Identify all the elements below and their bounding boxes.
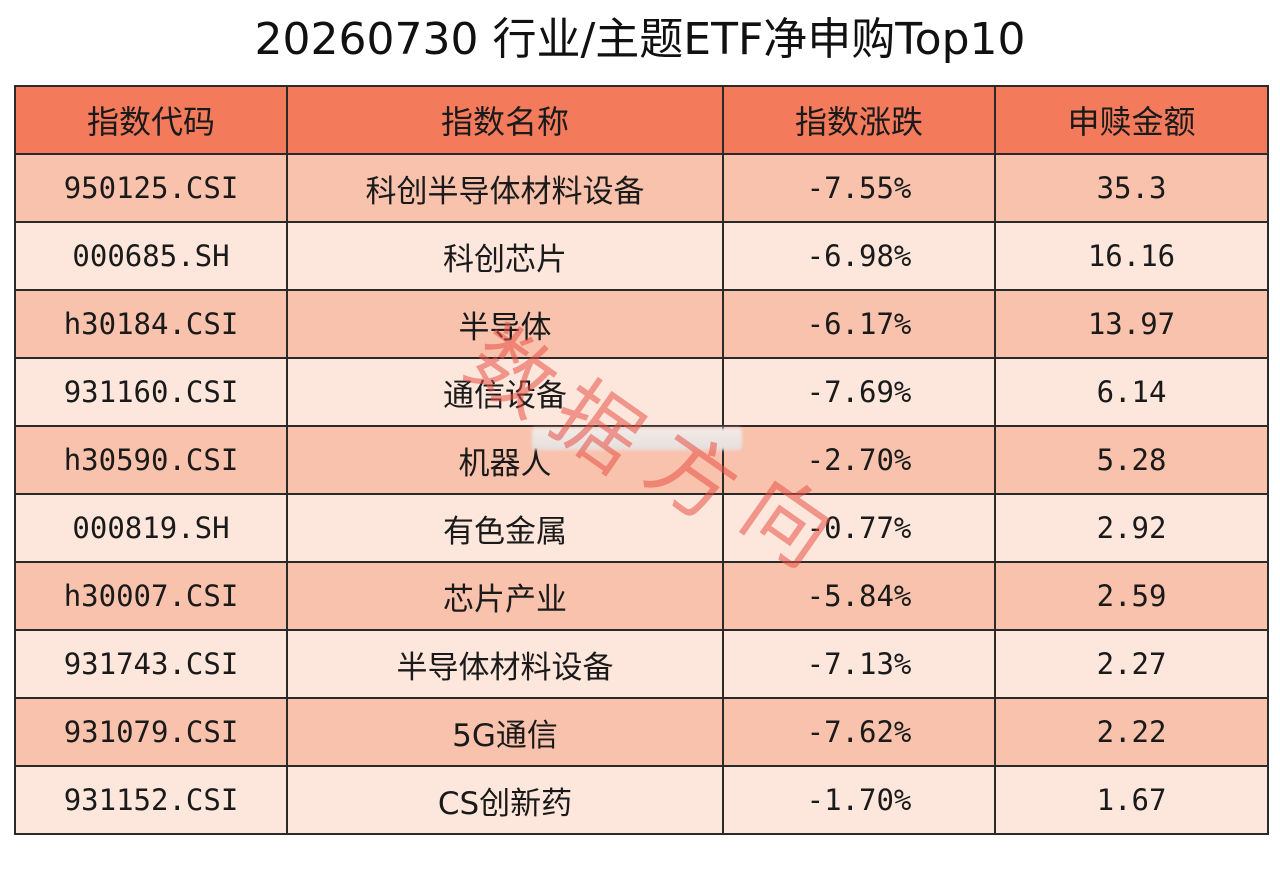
index-code-cell: 931152.CSI xyxy=(14,765,288,835)
table-body: 950125.CSI 科创半导体材料设备 -7.55% 35.3 000685.… xyxy=(14,153,1269,835)
table-row: 950125.CSI 科创半导体材料设备 -7.55% 35.3 xyxy=(14,153,1269,223)
table-row: h30184.CSI 半导体 -6.17% 13.97 xyxy=(14,289,1269,359)
amount-cell: 13.97 xyxy=(994,289,1269,359)
index-name-cell: 有色金属 xyxy=(286,493,724,563)
index-name-cell: 科创芯片 xyxy=(286,221,724,291)
index-code-cell: h30007.CSI xyxy=(14,561,288,631)
index-code-cell: 931160.CSI xyxy=(14,357,288,427)
index-name-cell: 半导体 xyxy=(286,289,724,359)
table-header: 指数代码 指数名称 指数涨跌 申赎金额 xyxy=(14,85,1269,155)
column-header-change: 指数涨跌 xyxy=(722,85,996,155)
index-name-cell: 科创半导体材料设备 xyxy=(286,153,724,223)
index-name-cell: 芯片产业 xyxy=(286,561,724,631)
index-code-cell: 950125.CSI xyxy=(14,153,288,223)
table-row: 931079.CSI 5G通信 -7.62% 2.22 xyxy=(14,697,1269,767)
column-header-amount: 申赎金额 xyxy=(994,85,1269,155)
amount-cell: 2.22 xyxy=(994,697,1269,767)
index-code-cell: 931079.CSI xyxy=(14,697,288,767)
index-name-cell: 半导体材料设备 xyxy=(286,629,724,699)
index-name-cell: 5G通信 xyxy=(286,697,724,767)
table-row: 931743.CSI 半导体材料设备 -7.13% 2.27 xyxy=(14,629,1269,699)
index-code-cell: 931743.CSI xyxy=(14,629,288,699)
table-row: 000819.SH 有色金属 -0.77% 2.92 xyxy=(14,493,1269,563)
index-code-cell: 000685.SH xyxy=(14,221,288,291)
redaction-blur xyxy=(532,428,742,450)
index-code-cell: h30184.CSI xyxy=(14,289,288,359)
index-change-cell: -7.62% xyxy=(722,697,996,767)
table-row: 000685.SH 科创芯片 -6.98% 16.16 xyxy=(14,221,1269,291)
table-row: h30007.CSI 芯片产业 -5.84% 2.59 xyxy=(14,561,1269,631)
amount-cell: 35.3 xyxy=(994,153,1269,223)
index-change-cell: -5.84% xyxy=(722,561,996,631)
index-change-cell: -7.55% xyxy=(722,153,996,223)
amount-cell: 2.59 xyxy=(994,561,1269,631)
amount-cell: 5.28 xyxy=(994,425,1269,495)
amount-cell: 16.16 xyxy=(994,221,1269,291)
index-code-cell: h30590.CSI xyxy=(14,425,288,495)
index-code-cell: 000819.SH xyxy=(14,493,288,563)
column-header-name: 指数名称 xyxy=(286,85,724,155)
amount-cell: 1.67 xyxy=(994,765,1269,835)
index-name-cell: CS创新药 xyxy=(286,765,724,835)
index-change-cell: -0.77% xyxy=(722,493,996,563)
etf-table: 指数代码 指数名称 指数涨跌 申赎金额 950125.CSI 科创半导体材料设备… xyxy=(14,85,1269,835)
index-change-cell: -2.70% xyxy=(722,425,996,495)
index-change-cell: -1.70% xyxy=(722,765,996,835)
index-change-cell: -6.98% xyxy=(722,221,996,291)
amount-cell: 2.92 xyxy=(994,493,1269,563)
amount-cell: 6.14 xyxy=(994,357,1269,427)
index-change-cell: -7.13% xyxy=(722,629,996,699)
table-row: 931160.CSI 通信设备 -7.69% 6.14 xyxy=(14,357,1269,427)
table-row: 931152.CSI CS创新药 -1.70% 1.67 xyxy=(14,765,1269,835)
column-header-code: 指数代码 xyxy=(14,85,288,155)
index-name-cell: 通信设备 xyxy=(286,357,724,427)
index-change-cell: -7.69% xyxy=(722,357,996,427)
header-row: 指数代码 指数名称 指数涨跌 申赎金额 xyxy=(14,85,1269,155)
amount-cell: 2.27 xyxy=(994,629,1269,699)
page-title: 20260730 行业/主题ETF净申购Top10 xyxy=(254,14,1026,65)
index-change-cell: -6.17% xyxy=(722,289,996,359)
